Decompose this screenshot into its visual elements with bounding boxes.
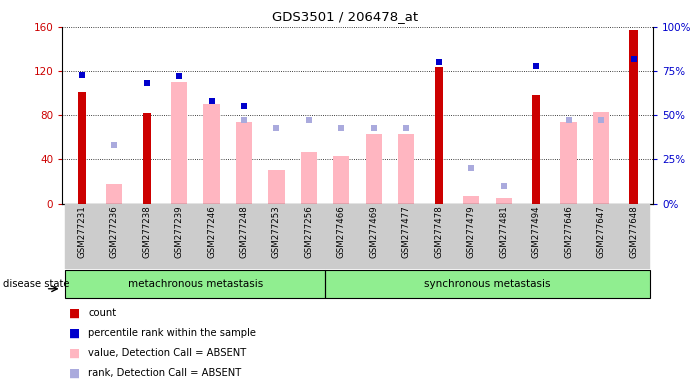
Bar <box>261 204 293 269</box>
Bar <box>228 204 261 269</box>
Text: GSM277239: GSM277239 <box>175 205 184 258</box>
Bar <box>358 204 390 269</box>
Text: GDS3501 / 206478_at: GDS3501 / 206478_at <box>272 10 419 23</box>
Bar <box>325 270 650 298</box>
Bar <box>66 204 98 269</box>
Bar <box>585 204 617 269</box>
Bar <box>463 196 480 204</box>
Bar <box>398 134 415 204</box>
Bar <box>325 204 358 269</box>
Bar <box>630 30 638 204</box>
Text: GSM277248: GSM277248 <box>240 205 249 258</box>
Bar <box>131 204 163 269</box>
Text: GSM277256: GSM277256 <box>305 205 314 258</box>
Text: GSM277231: GSM277231 <box>77 205 86 258</box>
Text: ■: ■ <box>69 366 80 379</box>
Text: GSM277477: GSM277477 <box>401 205 410 258</box>
Bar <box>196 204 228 269</box>
Bar <box>366 134 382 204</box>
Text: synchronous metastasis: synchronous metastasis <box>424 279 551 289</box>
Bar <box>98 204 131 269</box>
Bar <box>390 204 422 269</box>
Text: value, Detection Call = ABSENT: value, Detection Call = ABSENT <box>88 348 247 358</box>
Bar <box>66 270 325 298</box>
Text: metachronous metastasis: metachronous metastasis <box>128 279 263 289</box>
Bar <box>301 152 317 204</box>
Bar <box>268 170 285 204</box>
Text: ■: ■ <box>69 346 80 359</box>
Text: GSM277646: GSM277646 <box>564 205 573 258</box>
Text: ■: ■ <box>69 306 80 319</box>
Bar <box>593 112 609 204</box>
Text: GSM277246: GSM277246 <box>207 205 216 258</box>
Bar <box>333 156 350 204</box>
Bar <box>106 184 122 204</box>
Bar <box>435 67 443 204</box>
Text: GSM277647: GSM277647 <box>596 205 605 258</box>
Text: GSM277236: GSM277236 <box>110 205 119 258</box>
Bar <box>66 270 325 298</box>
Bar <box>520 204 552 269</box>
Bar <box>455 204 487 269</box>
Bar <box>77 92 86 204</box>
Text: GSM277253: GSM277253 <box>272 205 281 258</box>
Text: ■: ■ <box>69 326 80 339</box>
Text: GSM277494: GSM277494 <box>531 205 540 258</box>
Bar <box>163 204 196 269</box>
Bar <box>171 82 187 204</box>
Bar <box>325 270 650 298</box>
Bar <box>560 122 577 204</box>
Bar <box>236 122 252 204</box>
Text: percentile rank within the sample: percentile rank within the sample <box>88 328 256 338</box>
Text: rank, Detection Call = ABSENT: rank, Detection Call = ABSENT <box>88 368 242 378</box>
Text: GSM277238: GSM277238 <box>142 205 151 258</box>
Bar <box>142 113 151 204</box>
Bar <box>617 204 650 269</box>
Bar <box>552 204 585 269</box>
Text: GSM277648: GSM277648 <box>629 205 638 258</box>
Bar <box>422 204 455 269</box>
Bar <box>293 204 325 269</box>
Text: count: count <box>88 308 117 318</box>
Text: GSM277469: GSM277469 <box>369 205 379 258</box>
Bar <box>203 104 220 204</box>
Text: GSM277481: GSM277481 <box>499 205 508 258</box>
Text: GSM277479: GSM277479 <box>466 205 475 258</box>
Bar <box>495 198 512 204</box>
Text: GSM277478: GSM277478 <box>434 205 443 258</box>
Text: GSM277466: GSM277466 <box>337 205 346 258</box>
Bar <box>532 95 540 204</box>
Bar <box>487 204 520 269</box>
Text: disease state: disease state <box>3 279 70 289</box>
